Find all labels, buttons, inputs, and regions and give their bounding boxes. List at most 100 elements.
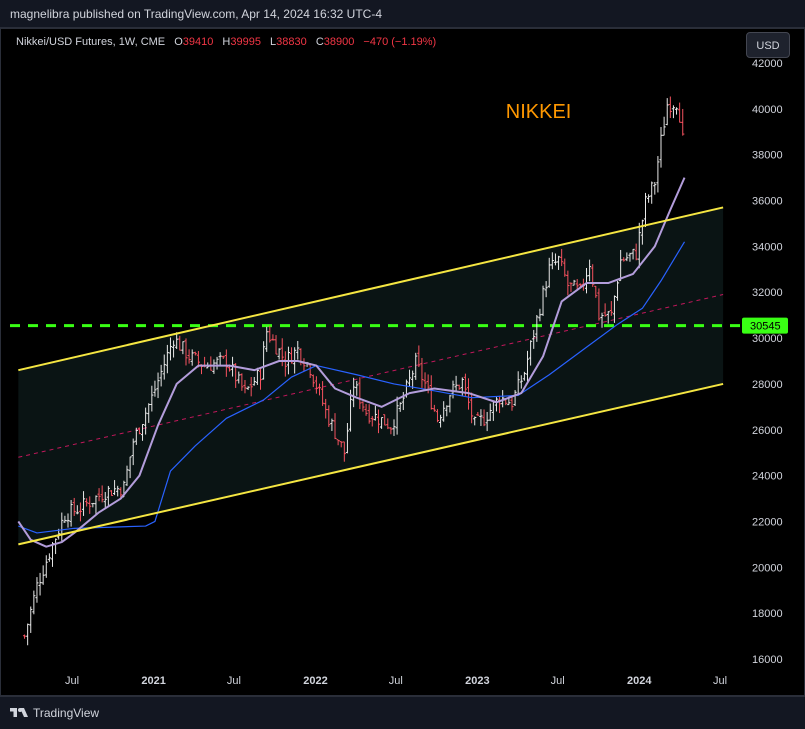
ohlc-bar-7 xyxy=(44,555,48,578)
ohlc-legend: Nikkei/USD Futures, 1W, CME O39410 H3999… xyxy=(16,36,436,48)
ohlc-bar-109 xyxy=(361,401,365,412)
ohlc-bar-100 xyxy=(333,413,337,440)
ohlc-bar-199 xyxy=(640,219,644,245)
ohlc-bar-163 xyxy=(529,340,533,366)
ohlc-bar-192 xyxy=(619,249,623,282)
y-tick-label: 32000 xyxy=(752,287,783,299)
ohlc-bar-117 xyxy=(386,418,390,430)
ohlc-bar-38 xyxy=(140,423,145,441)
support-price-label: 30545 xyxy=(750,321,781,333)
ohlc-bar-13 xyxy=(63,515,67,523)
ohlc-bar-113 xyxy=(373,405,377,421)
ohlc-bar-88 xyxy=(296,340,300,360)
ohlc-bar-160 xyxy=(519,375,523,389)
ohlc-bar-128 xyxy=(420,357,424,388)
ohlc-bar-44 xyxy=(159,364,163,387)
x-tick-label: 2024 xyxy=(627,675,652,687)
ohlc-bar-114 xyxy=(376,409,381,434)
ohlc-bar-105 xyxy=(348,389,353,432)
ohlc-bar-101 xyxy=(336,439,340,446)
ohlc-bar-18 xyxy=(78,502,83,522)
ohlc-bar-71 xyxy=(243,380,247,394)
ohlc-bar-185 xyxy=(597,288,601,321)
ohlc-bar-121 xyxy=(398,402,402,412)
ohlc-bar-48 xyxy=(171,340,176,358)
ohlc-bar-181 xyxy=(584,267,589,294)
ohlc-bar-164 xyxy=(532,329,536,349)
support-price-tag xyxy=(742,317,788,334)
y-tick-label: 16000 xyxy=(752,654,783,666)
price-chart[interactable]: NIKKEI 42000 40000 38000 36000 34000 32000 3000… xyxy=(0,0,805,696)
y-tick-label: 34000 xyxy=(752,241,783,253)
ohlc-bar-61 xyxy=(212,359,216,374)
ohlc-bar-176 xyxy=(569,282,573,292)
ohlc-bar-187 xyxy=(603,303,607,317)
ohlc-bar-95 xyxy=(317,383,322,396)
ohlc-bar-69 xyxy=(237,371,241,384)
ohlc-bar-41 xyxy=(150,385,154,412)
ohlc-bar-1 xyxy=(26,623,30,646)
x-tick-label: 2021 xyxy=(141,675,165,687)
ohlc-bar-30 xyxy=(116,485,120,497)
ohlc-bar-39 xyxy=(144,407,148,435)
low-label: L xyxy=(270,36,277,48)
ohlc-bar-167 xyxy=(541,285,545,316)
ohlc-bar-40 xyxy=(147,403,151,423)
ohlc-bar-118 xyxy=(389,427,393,435)
publish-info: magnelibra published on TradingView.com,… xyxy=(10,7,383,21)
ma-fast-line xyxy=(17,177,686,548)
high-value: 39995 xyxy=(230,36,261,48)
ohlc-bar-166 xyxy=(538,308,542,322)
brand-name[interactable]: TradingView xyxy=(33,706,100,720)
ohlc-bar-49 xyxy=(175,332,179,349)
ohlc-bar-205 xyxy=(659,126,663,168)
ohlc-bar-169 xyxy=(547,257,551,288)
ohlc-bar-108 xyxy=(358,377,362,410)
ohlc-bar-120 xyxy=(395,396,399,435)
y-tick-label: 38000 xyxy=(752,150,783,162)
channel-lower-line xyxy=(18,382,724,546)
symbol-label[interactable]: Nikkei/USD Futures, 1W, CME xyxy=(16,36,166,48)
ohlc-bar-178 xyxy=(575,279,579,289)
ohlc-bar-139 xyxy=(454,375,458,393)
tradingview-logo-icon[interactable] xyxy=(10,706,28,720)
low-value: 38830 xyxy=(276,36,307,48)
ohlc-bar-21 xyxy=(88,496,92,514)
ohlc-bar-112 xyxy=(370,416,374,427)
y-tick-label: 30000 xyxy=(752,333,783,345)
ohlc-bar-204 xyxy=(656,156,660,193)
ohlc-bar-103 xyxy=(342,441,346,462)
ohlc-bar-188 xyxy=(606,311,610,324)
ohlc-bar-172 xyxy=(556,255,561,270)
ohlc-bar-208 xyxy=(668,96,672,118)
ohlc-bar-25 xyxy=(100,485,104,503)
ohlc-bar-10 xyxy=(53,538,58,555)
ohlc-bar-138 xyxy=(451,380,455,399)
ohlc-bar-194 xyxy=(625,252,629,262)
currency-button[interactable]: USD xyxy=(746,32,790,58)
ohlc-bar-140 xyxy=(457,384,461,390)
ohlc-bar-2 xyxy=(29,606,33,633)
ohlc-bar-19 xyxy=(81,491,86,516)
ohlc-bar-129 xyxy=(423,372,427,391)
y-tick-label: 42000 xyxy=(752,58,783,70)
ohlc-bar-17 xyxy=(75,505,79,515)
ohlc-bar-73 xyxy=(249,377,253,397)
ohlc-bar-145 xyxy=(473,416,477,426)
ohlc-bar-81 xyxy=(274,335,278,355)
change-value: −470 (−1.19%) xyxy=(363,36,437,48)
x-tick-label: 2022 xyxy=(303,675,327,687)
ohlc-bar-104 xyxy=(345,423,350,454)
ohlc-bar-75 xyxy=(255,367,259,385)
ohlc-bar-54 xyxy=(190,349,194,366)
ohlc-bar-127 xyxy=(417,345,421,368)
x-tick-label: Jul xyxy=(227,675,241,687)
ohlc-bar-170 xyxy=(550,252,554,270)
ohlc-bar-136 xyxy=(445,405,449,417)
ohlc-bar-50 xyxy=(178,335,182,351)
ohlc-bar-99 xyxy=(330,418,334,432)
x-tick-label: Jul xyxy=(713,675,727,687)
channel-upper-line xyxy=(18,206,724,372)
ohlc-bar-197 xyxy=(634,243,638,261)
ohlc-bar-131 xyxy=(429,375,433,410)
